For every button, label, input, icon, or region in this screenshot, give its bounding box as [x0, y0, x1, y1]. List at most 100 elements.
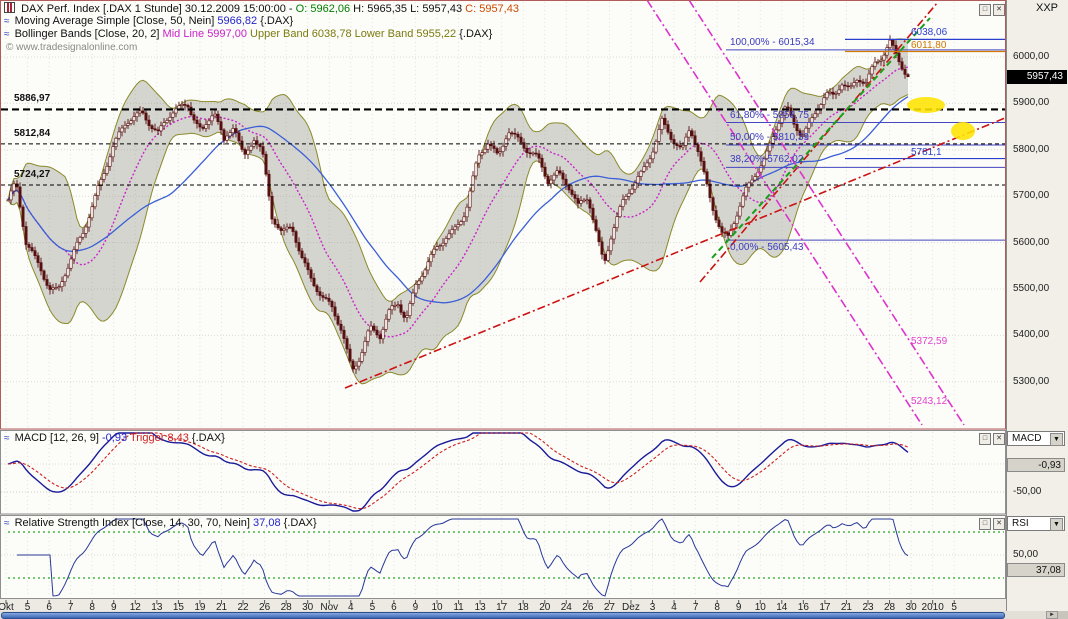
time-axis-label: 28: [883, 602, 896, 613]
time-axis-label: 5: [951, 602, 957, 613]
scrollbar-right-arrow-icon[interactable]: ►: [1046, 611, 1058, 619]
close-button[interactable]: ✕: [993, 4, 1005, 16]
price-axis-label: 5600,00: [1013, 236, 1050, 248]
price-axis-label: 5700,00: [1013, 190, 1050, 202]
macd-axis-label: -50,00: [1013, 486, 1042, 497]
chevron-down-icon[interactable]: ▼: [1050, 518, 1063, 531]
time-axis-label: 27: [603, 602, 615, 613]
rsi-value: 37,08: [253, 517, 281, 529]
macd-name: MACD [12, 26, 9]: [14, 432, 99, 444]
time-axis-label: 6: [46, 602, 52, 613]
open-value: 5962,06: [310, 3, 351, 15]
maximize-button[interactable]: □: [979, 4, 991, 16]
price-axis-label: 5800,00: [1013, 143, 1050, 155]
time-axis-label: 13: [474, 602, 486, 613]
time-axis-label: 9: [412, 602, 419, 613]
ma-name: Moving Average Simple [Close, 50, Nein]: [14, 15, 215, 27]
macd-value: -0,93: [102, 432, 128, 444]
maximize-button[interactable]: □: [979, 518, 991, 530]
macd-selector[interactable]: MACD ▼: [1007, 431, 1065, 446]
fib-level-label: 38,20%-5762,02: [730, 154, 804, 166]
fib-level-label: 61,80% - 5858,75: [730, 109, 809, 121]
time-axis-label: 15: [172, 602, 184, 613]
macd-pane-header: ≈ MACD [12, 26, 9] -0,93 Trigger 8,43 {.…: [4, 432, 225, 444]
macd-trigger-value: 8,43: [167, 432, 189, 444]
rsi-selector[interactable]: RSI ▼: [1007, 516, 1065, 531]
time-axis-label: 5: [369, 602, 376, 613]
separator: -: [288, 3, 293, 15]
fibonacci-retracement: [726, 38, 1005, 241]
indicator-icon: ≈: [4, 518, 10, 529]
current-price-box: 5957,43: [1007, 70, 1067, 84]
bb-lower-value: 5955,22: [416, 28, 457, 40]
time-axis-label: 10: [754, 602, 766, 613]
time-axis-label: 14: [776, 602, 788, 613]
time-axis-label: 7: [692, 602, 699, 613]
rsi-pane-controls: □ ✕: [979, 518, 1005, 530]
rsi-value-box: 37,08: [1007, 563, 1065, 577]
price-level-label: 5812,84: [14, 127, 51, 139]
copyright: © www.tradesignalonline.com: [6, 42, 138, 53]
time-axis-label: 9: [735, 602, 742, 613]
rsi-pane[interactable]: [0, 515, 1006, 599]
price-level-label: 5724,27: [14, 168, 51, 180]
time-axis-label: 24: [560, 602, 572, 613]
time-axis-label: Okt: [0, 602, 14, 613]
fib-level-label: 0,00% - 5605,43: [730, 242, 804, 254]
macd-suffix: {.DAX}: [191, 432, 225, 444]
time-axis-label: 9: [110, 602, 117, 613]
rsi-pane-header: ≈ Relative Strength Index [Close, 14, 30…: [4, 517, 317, 529]
highlight-marks: [907, 97, 975, 140]
time-axis-label: 30: [302, 602, 314, 613]
macd-line: [7, 432, 909, 512]
macd-series: [7, 432, 909, 512]
macd-selector-value: MACD: [1012, 433, 1042, 444]
time-axis-label: 8: [714, 602, 720, 613]
time-axis-label: 26: [582, 602, 594, 613]
price-axis-label: 5500,00: [1013, 283, 1050, 294]
close-button[interactable]: ✕: [993, 433, 1005, 445]
time-axis-label: 17: [496, 602, 508, 613]
chevron-down-icon[interactable]: ▼: [1050, 433, 1063, 446]
time-axis-label: 5: [24, 602, 31, 613]
maximize-button[interactable]: □: [979, 433, 991, 445]
time-axis-label: 22: [237, 602, 249, 613]
time-axis-label: 3: [649, 602, 656, 613]
rsi-name: Relative Strength Index [Close, 14, 30, …: [14, 517, 250, 529]
price-axis-label: 5400,00: [1013, 329, 1050, 341]
ma-value: 5966,82: [217, 15, 258, 27]
bb-upper-value: 6038,78: [311, 28, 352, 40]
time-axis-label: 19: [194, 602, 206, 613]
symbol-watermark: XXP: [1036, 2, 1059, 14]
close-button[interactable]: ✕: [993, 518, 1005, 530]
right-price-label: 5243,12: [911, 396, 948, 408]
ma-suffix: {.DAX}: [260, 15, 294, 27]
main-pane[interactable]: [0, 0, 1006, 430]
down-channel-left: [646, 1, 923, 426]
right-price-label: 5372,59: [911, 336, 948, 348]
bollinger-header: ≈ Bollinger Bands [Close, 20, 2] Mid Lin…: [4, 28, 492, 40]
time-axis-label: 21: [840, 602, 852, 613]
bb-lower-label: Lower Band: [354, 28, 414, 40]
time-axis-label: 7: [67, 602, 74, 613]
macd-trigger-label: Trigger: [129, 432, 165, 444]
uptrend-from-nov-low: [344, 117, 1005, 389]
price-axis-label: 6000,00: [1013, 51, 1050, 62]
instrument-title: DAX Perf. Index [.DAX 1 Stunde] 30.12.20…: [21, 3, 286, 15]
price-axis-label: 5900,00: [1013, 97, 1050, 109]
bb-mid-value: 5997,00: [207, 28, 247, 40]
time-axis-label: 23: [862, 602, 874, 613]
time-axis-label: Nov: [320, 602, 339, 613]
time-axis-label: 8: [89, 602, 95, 613]
time-axis-label: 6: [391, 602, 397, 613]
down-channel-right: [688, 1, 965, 426]
ma-header: ≈ Moving Average Simple [Close, 50, Nein…: [4, 15, 293, 27]
horizontal-scrollbar-thumb[interactable]: [1, 612, 1005, 619]
price-axis-column: [1006, 0, 1068, 611]
trendlines: [344, 1, 1005, 426]
fib-level-label: 100,00% - 6015,34: [730, 36, 815, 48]
green-support: [711, 17, 931, 259]
macd-value-box: -0,93: [1007, 458, 1065, 472]
